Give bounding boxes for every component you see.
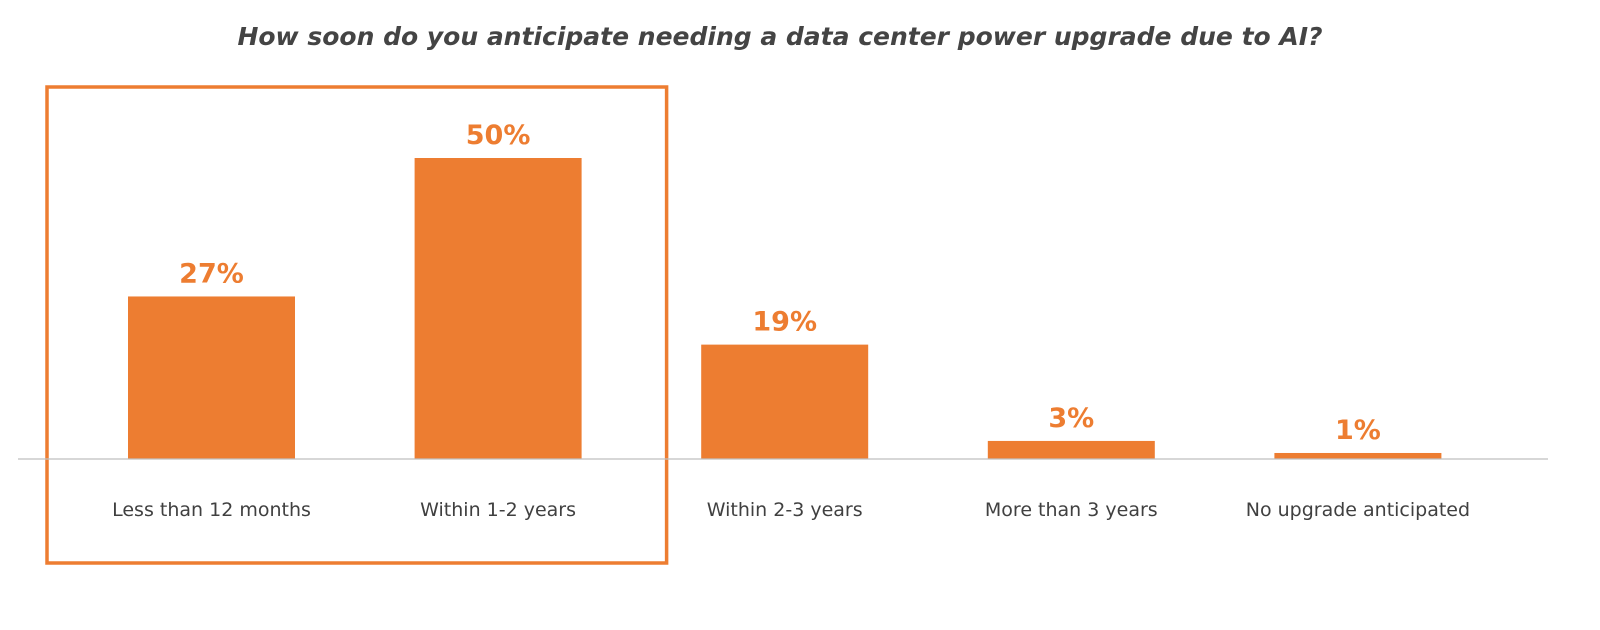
category-label: No upgrade anticipated bbox=[1246, 499, 1470, 521]
bar bbox=[414, 158, 582, 459]
data-label: 50% bbox=[466, 120, 531, 151]
data-label: 27% bbox=[179, 258, 244, 289]
data-label: 3% bbox=[1048, 403, 1094, 434]
category-label: Within 1-2 years bbox=[420, 499, 576, 521]
category-label: More than 3 years bbox=[985, 499, 1158, 521]
data-label: 19% bbox=[752, 307, 817, 338]
bar bbox=[701, 344, 869, 459]
chart-title: How soon do you anticipate needing a dat… bbox=[237, 22, 1323, 51]
bar bbox=[1274, 452, 1442, 459]
highlight-box bbox=[45, 85, 669, 565]
category-label: Less than 12 months bbox=[112, 499, 311, 521]
bar bbox=[128, 296, 295, 459]
data-label: 1% bbox=[1335, 415, 1381, 446]
bar bbox=[987, 440, 1155, 459]
category-label: Within 2-3 years bbox=[707, 499, 863, 521]
